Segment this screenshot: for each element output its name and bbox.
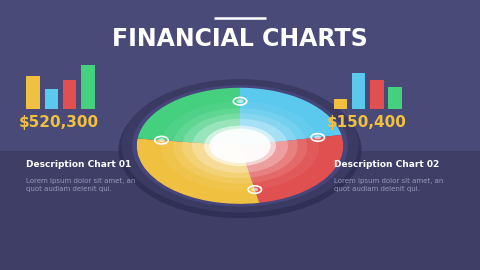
Wedge shape <box>240 135 343 203</box>
Bar <box>26 76 40 109</box>
Text: Lorem ipsum dolor sit amet, an
quot audiam delenit qui.: Lorem ipsum dolor sit amet, an quot audi… <box>334 178 443 192</box>
Circle shape <box>158 138 165 142</box>
Circle shape <box>314 136 321 139</box>
Text: Lorem ipsum dolor sit amet, an
quot audiam delenit qui.: Lorem ipsum dolor sit amet, an quot audi… <box>26 178 136 192</box>
Text: Description Chart 01: Description Chart 01 <box>26 160 132 169</box>
Circle shape <box>237 99 243 103</box>
Circle shape <box>121 79 359 212</box>
FancyBboxPatch shape <box>0 151 480 270</box>
Circle shape <box>182 113 298 178</box>
Bar <box>388 87 402 109</box>
Bar <box>45 89 58 109</box>
Circle shape <box>204 126 276 166</box>
Circle shape <box>209 129 271 163</box>
Wedge shape <box>137 139 259 204</box>
Circle shape <box>252 188 258 191</box>
Circle shape <box>192 119 288 173</box>
Text: Description Chart 02: Description Chart 02 <box>334 160 439 169</box>
Bar <box>81 65 95 109</box>
Bar <box>370 80 384 109</box>
Bar <box>63 80 76 109</box>
Text: FINANCIAL CHARTS: FINANCIAL CHARTS <box>112 27 368 51</box>
Text: $520,300: $520,300 <box>19 115 99 130</box>
Text: $150,400: $150,400 <box>326 115 406 130</box>
Ellipse shape <box>119 82 361 218</box>
Bar <box>352 73 365 109</box>
Wedge shape <box>138 88 240 146</box>
Circle shape <box>173 108 307 184</box>
Bar <box>334 99 347 109</box>
Circle shape <box>161 101 319 190</box>
FancyBboxPatch shape <box>0 0 480 151</box>
Wedge shape <box>240 88 341 146</box>
Circle shape <box>132 85 348 207</box>
